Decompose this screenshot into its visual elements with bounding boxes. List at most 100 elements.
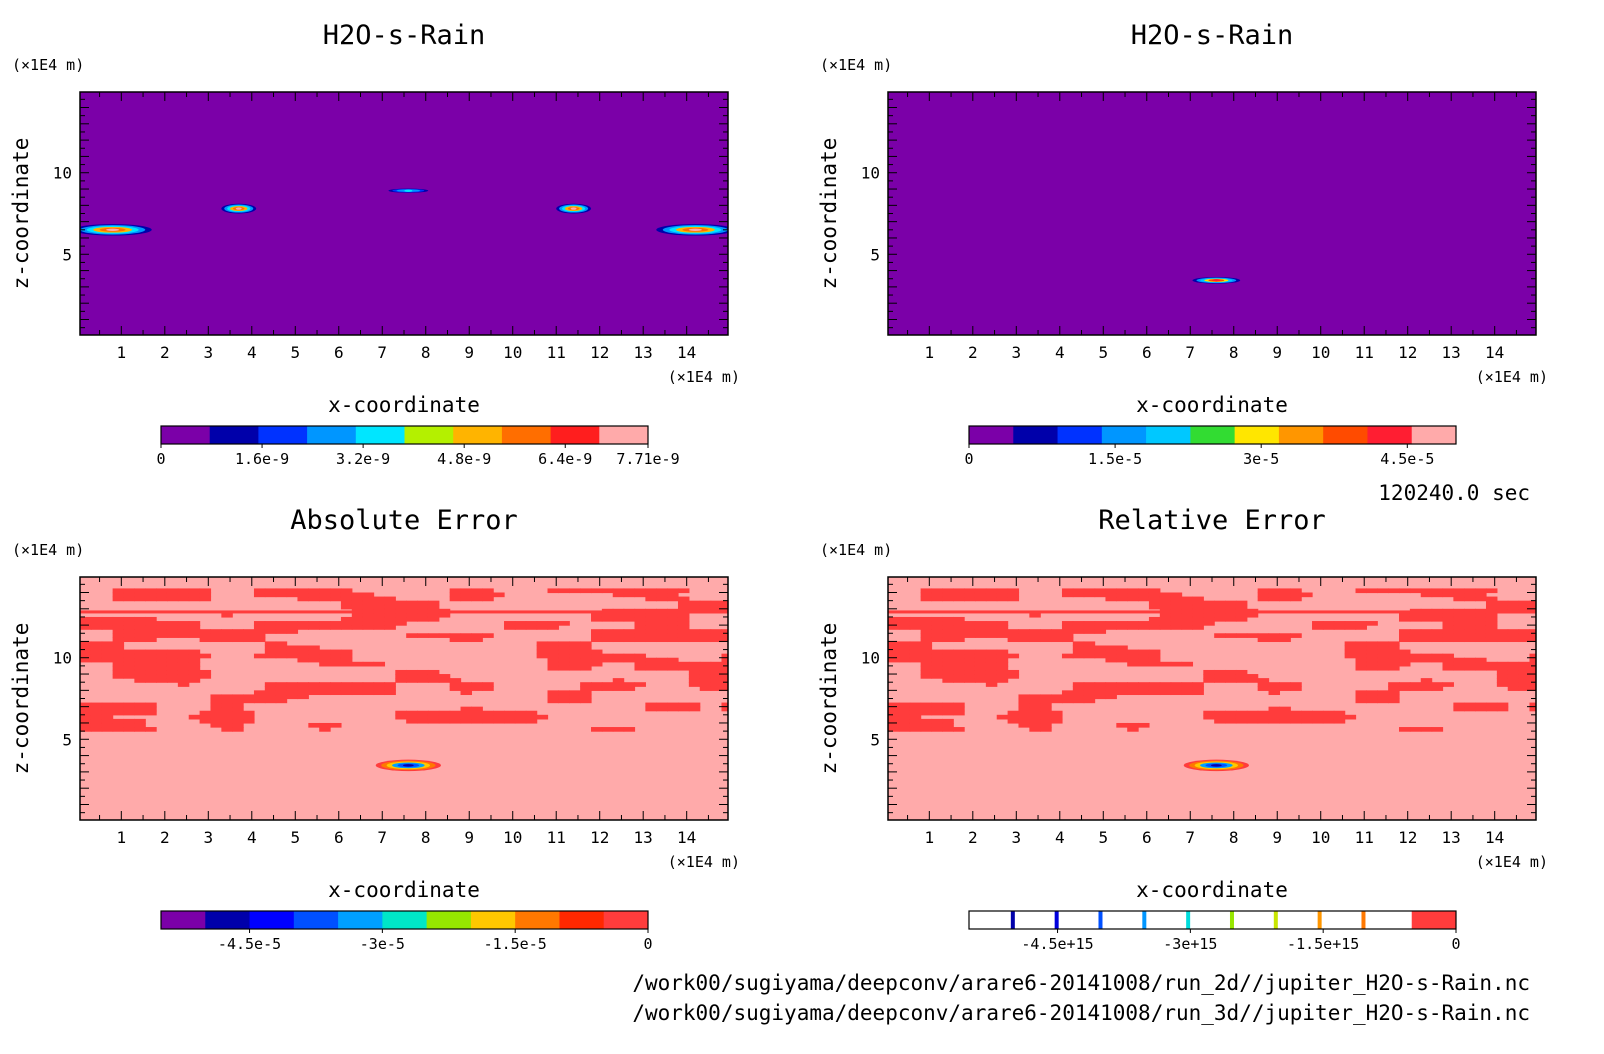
- error-patch: [942, 588, 954, 594]
- error-patch: [645, 625, 657, 630]
- error-patch: [699, 633, 712, 638]
- error-patch: [188, 588, 201, 594]
- error-patch: [953, 669, 965, 675]
- error-patch: [319, 657, 331, 663]
- error-patch: [1485, 616, 1498, 622]
- error-patch: [253, 621, 266, 626]
- error-patch: [243, 633, 255, 638]
- error-patch: [1072, 645, 1085, 651]
- colorbar-segment: [1367, 911, 1413, 929]
- error-patch: [996, 661, 1009, 667]
- error-patch: [1475, 588, 1487, 594]
- error-patch: [504, 714, 516, 720]
- error-patch: [898, 710, 911, 716]
- error-patch: [1529, 600, 1536, 606]
- error-patch: [112, 657, 125, 663]
- error-patch: [1507, 637, 1520, 643]
- error-patch: [931, 661, 943, 667]
- error-patch: [264, 588, 277, 594]
- feature-contour: [688, 228, 702, 232]
- error-patch: [1170, 625, 1183, 630]
- error-patch: [645, 596, 657, 602]
- error-patch: [1496, 678, 1509, 683]
- error-patch: [667, 629, 679, 634]
- error-patch: [974, 588, 987, 594]
- error-patch: [536, 645, 549, 651]
- error-patch: [677, 706, 690, 712]
- error-patch: [888, 710, 900, 716]
- error-patch: [166, 596, 179, 602]
- error-patch: [134, 616, 146, 622]
- error-patch: [634, 629, 646, 634]
- error-patch: [275, 649, 288, 655]
- error-patch: [177, 678, 190, 683]
- error-patch: [504, 710, 516, 716]
- error-patch: [1518, 604, 1531, 610]
- x-tick-label: 2: [160, 828, 170, 847]
- error-patch: [156, 625, 168, 630]
- error-patch: [112, 621, 125, 626]
- error-patch: [438, 710, 451, 716]
- error-patch: [1377, 690, 1389, 696]
- error-patch: [177, 596, 190, 602]
- error-patch: [264, 686, 277, 691]
- error-patch: [1051, 718, 1063, 724]
- error-patch: [1290, 718, 1302, 724]
- error-patch: [275, 690, 288, 696]
- x-tick-label: 12: [590, 828, 609, 847]
- error-patch: [1529, 653, 1536, 659]
- error-patch: [1399, 649, 1411, 655]
- error-patch: [1464, 661, 1476, 667]
- error-patch: [601, 633, 614, 638]
- error-patch: [656, 616, 668, 622]
- error-patch: [1138, 682, 1150, 687]
- error-patch: [1464, 702, 1476, 708]
- heatmap-background: [80, 92, 728, 335]
- error-patch: [1246, 678, 1259, 683]
- error-patch: [1453, 612, 1465, 618]
- error-patch: [210, 706, 222, 712]
- error-patch: [243, 718, 255, 724]
- error-patch: [1127, 657, 1139, 663]
- error-patch: [449, 710, 462, 716]
- error-patch: [920, 657, 933, 663]
- error-patch: [134, 661, 146, 667]
- y-tick-label: 5: [62, 245, 72, 264]
- heatmap-field: [888, 588, 1536, 772]
- error-patch: [634, 682, 646, 687]
- error-patch: [297, 686, 309, 691]
- error-patch: [953, 592, 965, 598]
- error-patch: [330, 722, 342, 728]
- error-patch: [601, 612, 614, 618]
- error-patch: [199, 669, 212, 675]
- error-patch: [1388, 694, 1400, 700]
- feature-contour: [402, 764, 414, 767]
- error-patch: [373, 600, 386, 606]
- error-patch: [688, 702, 701, 708]
- error-patch: [1529, 604, 1536, 610]
- error-patch: [123, 633, 135, 638]
- error-patch: [340, 621, 353, 626]
- error-patch: [1083, 621, 1096, 626]
- error-patch: [101, 625, 114, 630]
- error-patch: [1192, 600, 1204, 606]
- colorbar: -4.5e-5 -3e-5 -1.5e-5 0: [160, 910, 653, 953]
- error-patch: [1355, 657, 1367, 663]
- error-patch: [156, 649, 168, 655]
- error-patch: [1475, 625, 1487, 630]
- error-patch: [134, 596, 146, 602]
- colorbar-segment: [1146, 426, 1191, 444]
- error-patch: [1105, 621, 1117, 626]
- error-patch: [1268, 710, 1281, 716]
- error-patch: [1388, 653, 1400, 659]
- error-patch: [1496, 706, 1509, 712]
- error-patch: [340, 682, 353, 687]
- error-patch: [210, 722, 222, 728]
- error-patch: [471, 637, 483, 643]
- error-patch: [80, 702, 92, 708]
- error-patch: [330, 588, 342, 594]
- feature-contour: [1212, 279, 1221, 282]
- error-patch: [1094, 621, 1107, 626]
- error-patch: [996, 665, 1009, 671]
- error-patch: [1159, 616, 1172, 622]
